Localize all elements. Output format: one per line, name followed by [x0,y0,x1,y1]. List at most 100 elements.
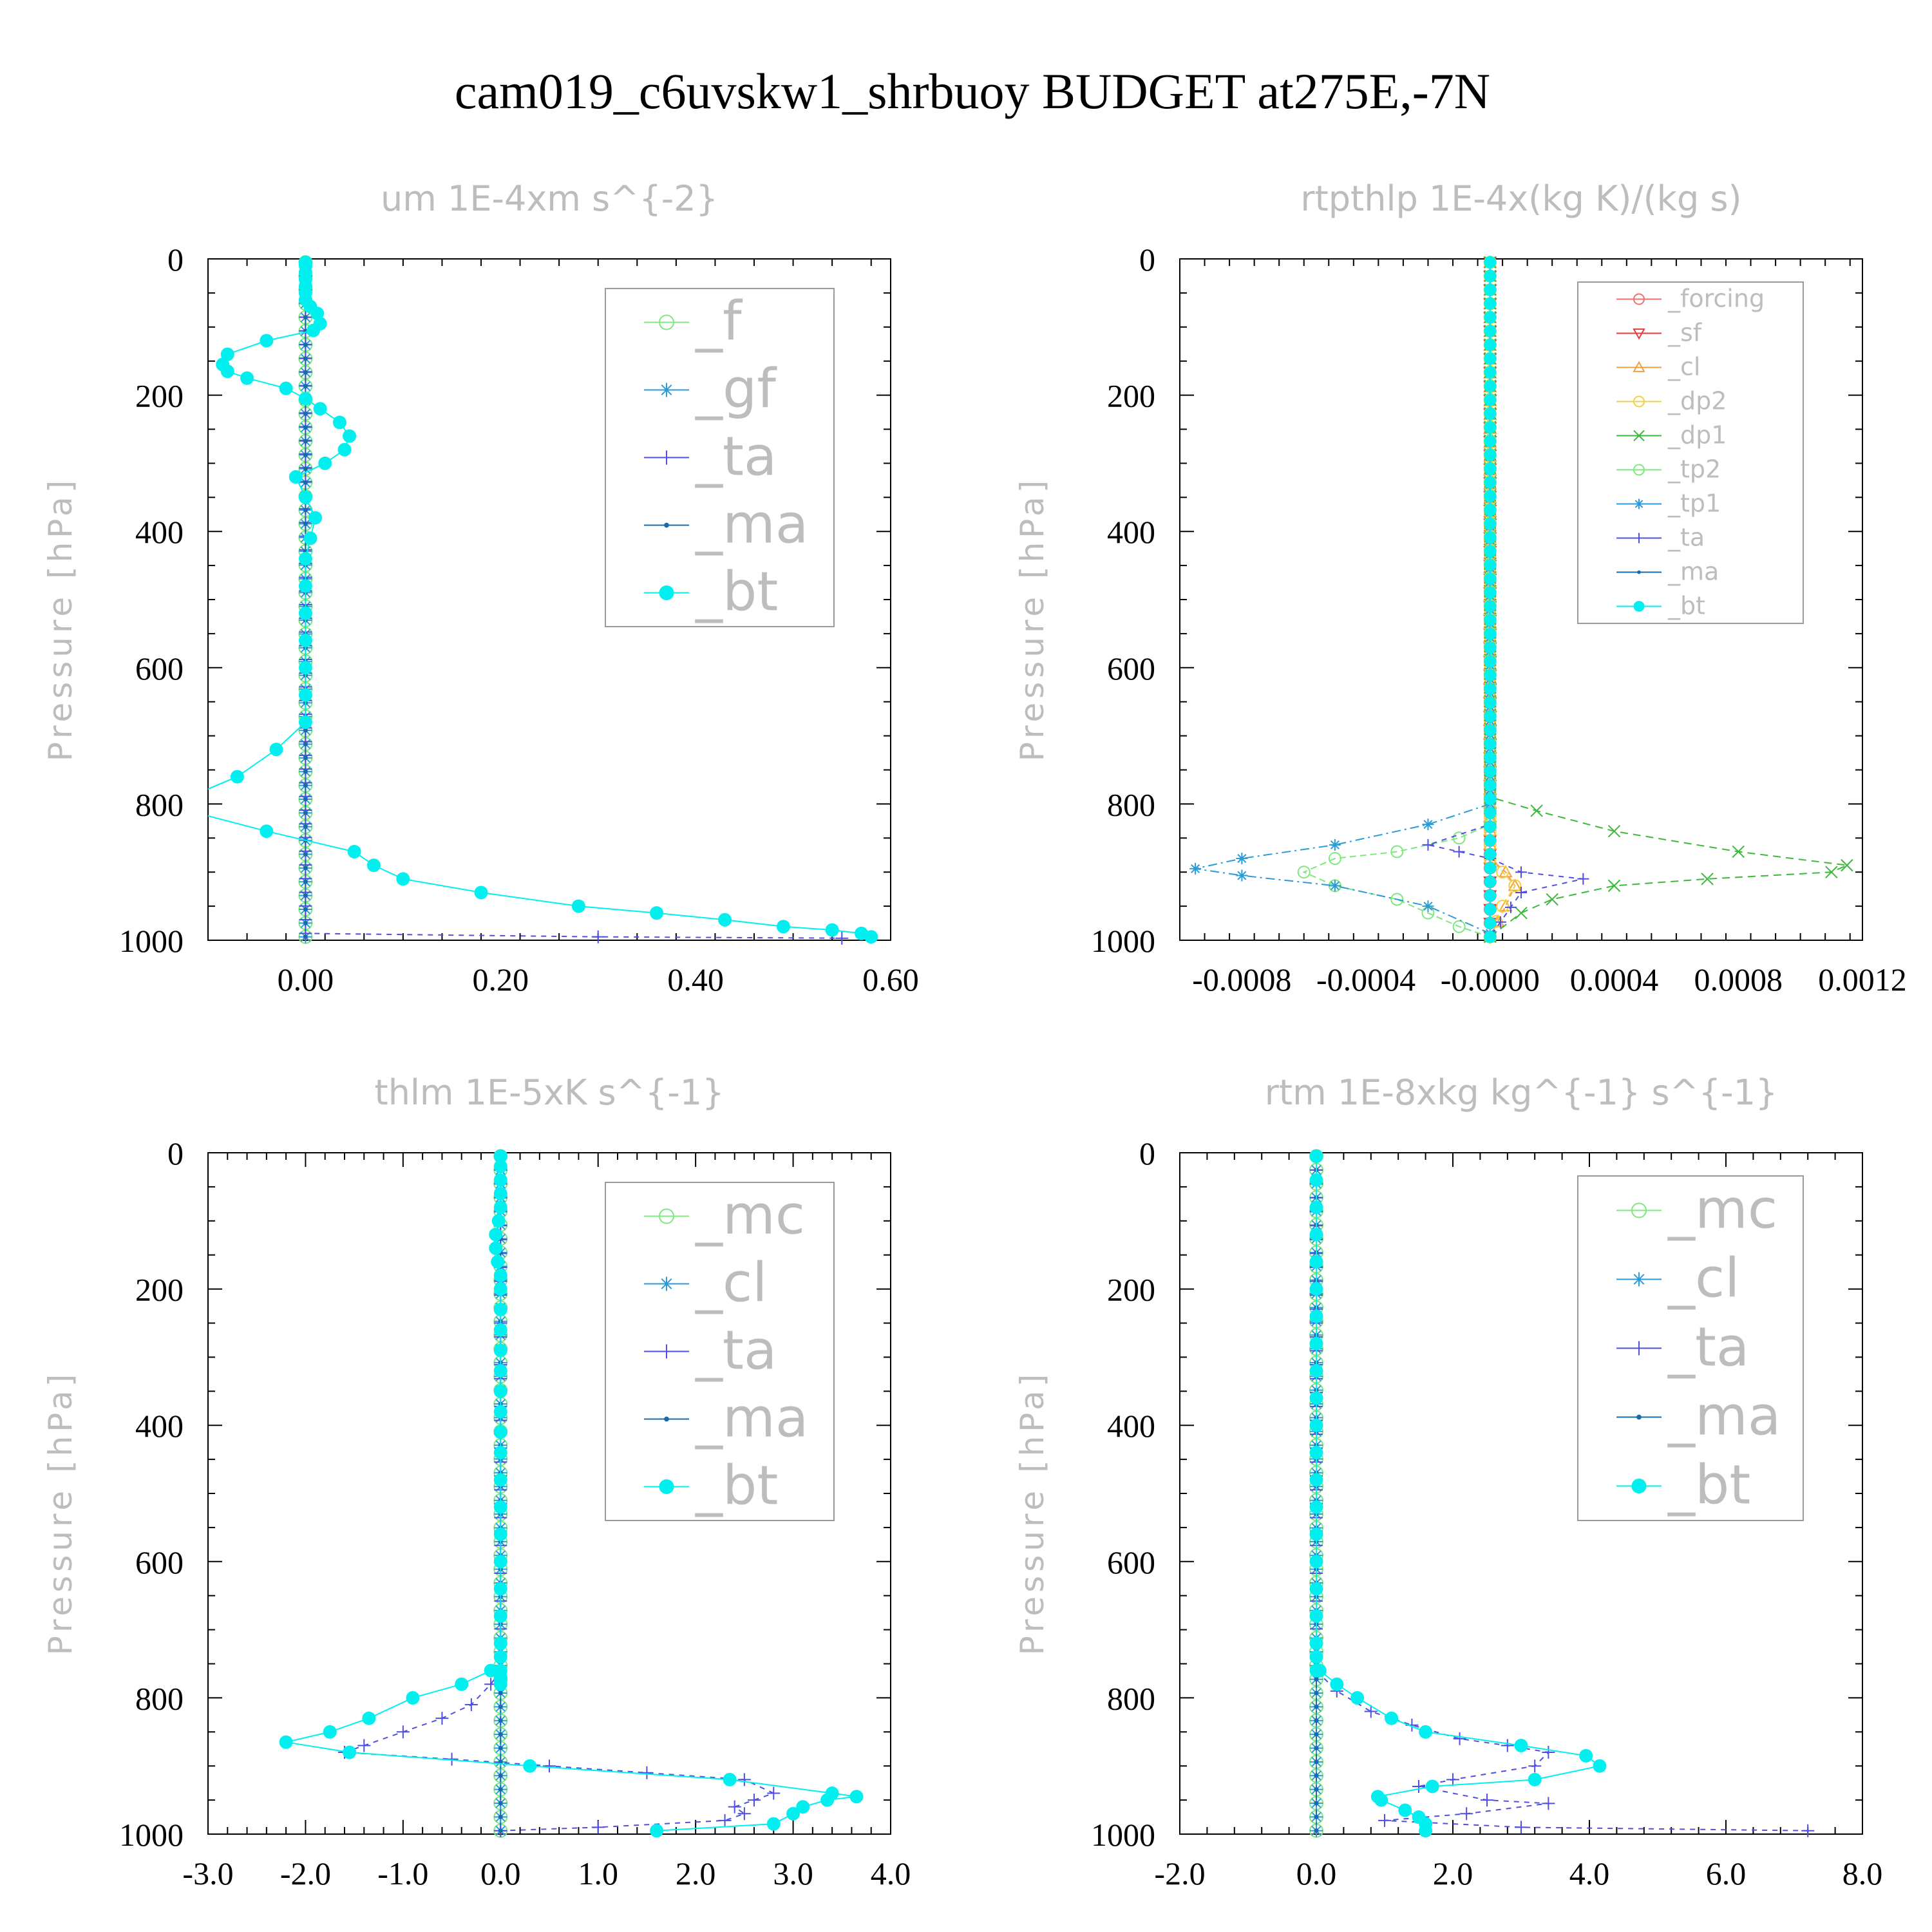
data-point [1546,893,1558,906]
series-group [208,255,878,945]
data-point [591,930,605,943]
y-tick-label: 400 [135,1408,184,1444]
data-point [1309,1149,1323,1163]
legend-label: _tp1 [1667,489,1721,518]
legend-marker [1633,430,1645,442]
legend-marker [1636,1414,1642,1420]
data-point [1484,903,1497,916]
data-point [435,1712,449,1725]
data-point [303,769,308,774]
data-point [1398,1803,1412,1817]
data-point [493,1200,507,1215]
legend-label: _ta [695,424,777,488]
data-point [1309,1582,1323,1596]
data-point [1484,889,1497,902]
data-point [337,442,352,457]
data-point [1484,256,1497,269]
data-point [1579,1748,1593,1763]
data-point [1484,559,1497,572]
data-point [1422,900,1434,913]
series-line [305,262,842,939]
data-point [1701,873,1714,886]
y-tick-label: 0 [167,242,184,278]
data-point [303,879,308,884]
data-point [1484,407,1497,420]
data-point [1484,270,1497,283]
y-axis-label: Pressure [hPa] [42,477,79,762]
legend-marker [1632,1341,1646,1356]
data-point [1484,462,1497,475]
data-point [260,334,274,348]
data-point [493,1582,507,1596]
data-point [1390,893,1404,906]
chart-panel: um 1E-4xm s^{-2} Pressure [hPa] 0 200 400 600… [42,178,919,998]
data-point [1484,820,1497,833]
data-point [1364,1705,1378,1718]
data-point [303,453,308,458]
data-point [498,1732,503,1737]
data-point [1484,366,1497,379]
data-point [543,1759,556,1773]
data-point [298,661,312,675]
data-point [455,1677,469,1691]
panel-title: rtpthlp 1E-4x(kg K)/(kg s) [1300,178,1741,219]
data-point [491,1255,505,1269]
legend-label: _dp1 [1667,421,1727,450]
data-point [230,770,244,784]
data-point [1484,297,1497,310]
data-point [303,466,308,471]
data-point [1496,866,1510,879]
y-tick-label: 800 [135,1680,184,1716]
data-point [1309,1282,1323,1296]
data-point [1484,490,1497,503]
data-point [303,480,308,485]
x-tick-label: 0.60 [862,961,919,998]
chart-panel: rtm 1E-8xkg kg^{-1} s^{-1} Pressure [hPa]… [1014,1072,1882,1891]
data-point [298,552,312,566]
data-point [835,931,849,945]
data-point [1484,641,1497,654]
data-point [298,633,312,647]
data-point [1484,875,1497,888]
data-point [298,490,312,504]
data-point [1484,834,1497,847]
y-tick-label: 0 [1139,242,1155,278]
legend-marker [664,1416,669,1422]
data-point [1801,1824,1815,1837]
data-point [1309,1391,1323,1405]
legend-label: _ma [695,492,808,555]
data-point [493,1405,507,1419]
data-point [303,343,308,348]
x-tick-label: 4.0 [1569,1855,1610,1891]
data-point [303,384,308,389]
legend-marker [659,585,674,601]
data-point [1309,1200,1323,1215]
data-point [298,392,312,406]
data-point [1484,696,1497,709]
data-point [1484,393,1497,406]
data-point [1309,1555,1323,1569]
data-point [1484,476,1497,489]
x-tick-label: 0.0008 [1694,961,1783,998]
data-point [406,1690,420,1705]
data-point [308,511,323,525]
data-point [1501,1739,1514,1752]
x-tick-label: 0.0004 [1570,961,1659,998]
data-point [1309,1309,1323,1323]
y-tick-label: 200 [135,1272,184,1308]
y-tick-label: 200 [1107,378,1155,414]
data-point [1314,1787,1319,1792]
data-point [1484,600,1497,613]
data-point [1385,1711,1399,1725]
x-tick-label: 6.0 [1706,1855,1747,1891]
x-tick-label: 3.0 [773,1855,813,1891]
data-point [1422,819,1434,831]
data-point [1309,1500,1323,1514]
data-point [298,606,312,620]
data-point [279,1735,293,1749]
data-point [1314,1828,1319,1833]
data-point [493,1527,507,1541]
data-point [498,1773,503,1778]
data-point [1593,1759,1607,1773]
